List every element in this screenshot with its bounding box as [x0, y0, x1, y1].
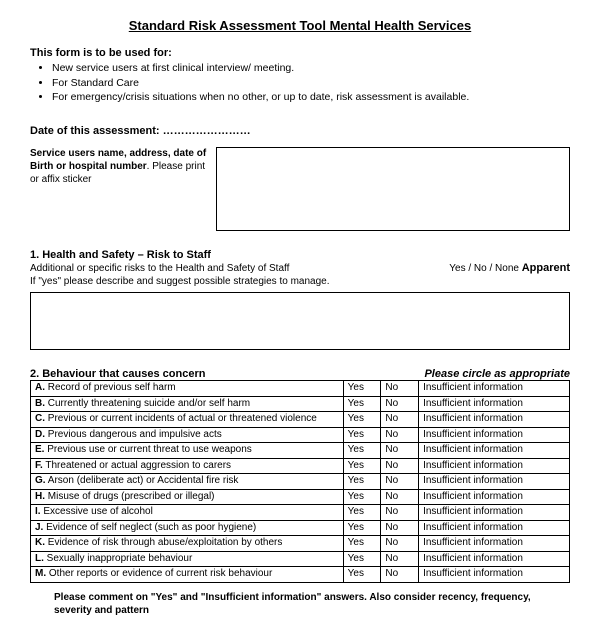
table-row: K. Evidence of risk through abuse/exploi…: [31, 536, 570, 552]
usage-item: For Standard Care: [52, 76, 570, 91]
option-yes[interactable]: Yes: [343, 474, 381, 490]
behaviour-description: J. Evidence of self neglect (such as poo…: [31, 520, 344, 536]
option-insufficient[interactable]: Insufficient information: [419, 443, 570, 459]
table-row: J. Evidence of self neglect (such as poo…: [31, 520, 570, 536]
behaviour-description: C. Previous or current incidents of actu…: [31, 412, 344, 428]
option-insufficient[interactable]: Insufficient information: [419, 489, 570, 505]
behaviour-description: G. Arson (deliberate act) or Accidental …: [31, 474, 344, 490]
option-insufficient[interactable]: Insufficient information: [419, 396, 570, 412]
service-user-label: Service users name, address, date of Bir…: [30, 147, 210, 231]
behaviour-description: F. Threatened or actual aggression to ca…: [31, 458, 344, 474]
table-row: G. Arson (deliberate act) or Accidental …: [31, 474, 570, 490]
option-no[interactable]: No: [381, 474, 419, 490]
option-no[interactable]: No: [381, 458, 419, 474]
option-no[interactable]: No: [381, 520, 419, 536]
page-title: Standard Risk Assessment Tool Mental Hea…: [30, 18, 570, 33]
option-yes[interactable]: Yes: [343, 551, 381, 567]
option-yes[interactable]: Yes: [343, 381, 381, 397]
section1-row: Additional or specific risks to the Heal…: [30, 262, 570, 288]
option-insufficient[interactable]: Insufficient information: [419, 474, 570, 490]
option-yes[interactable]: Yes: [343, 520, 381, 536]
option-no[interactable]: No: [381, 567, 419, 583]
option-yes[interactable]: Yes: [343, 396, 381, 412]
table-row: E. Previous use or current threat to use…: [31, 443, 570, 459]
option-no[interactable]: No: [381, 396, 419, 412]
option-no[interactable]: No: [381, 536, 419, 552]
behaviour-table: A. Record of previous self harmYesNoInsu…: [30, 380, 570, 583]
option-yes[interactable]: Yes: [343, 489, 381, 505]
section1-description: Additional or specific risks to the Heal…: [30, 262, 330, 288]
section1-options: Yes / No / None Apparent: [449, 262, 570, 274]
option-yes[interactable]: Yes: [343, 505, 381, 521]
service-user-row: Service users name, address, date of Bir…: [30, 147, 570, 231]
section1-line1: Additional or specific risks to the Heal…: [30, 263, 289, 274]
section2-heading: 2. Behaviour that causes concern: [30, 368, 205, 380]
table-row: L. Sexually inappropriate behaviourYesNo…: [31, 551, 570, 567]
service-user-sticker-box[interactable]: [216, 147, 570, 231]
table-row: C. Previous or current incidents of actu…: [31, 412, 570, 428]
section2-instruction: Please circle as appropriate: [424, 368, 570, 380]
option-no[interactable]: No: [381, 443, 419, 459]
table-row: M. Other reports or evidence of current …: [31, 567, 570, 583]
section1-options-apparent: Apparent: [522, 262, 570, 274]
section1-response-box[interactable]: [30, 292, 570, 350]
section1-line2: If "yes" please describe and suggest pos…: [30, 276, 330, 287]
option-no[interactable]: No: [381, 412, 419, 428]
option-insufficient[interactable]: Insufficient information: [419, 381, 570, 397]
option-no[interactable]: No: [381, 505, 419, 521]
option-no[interactable]: No: [381, 381, 419, 397]
option-yes[interactable]: Yes: [343, 443, 381, 459]
option-yes[interactable]: Yes: [343, 412, 381, 428]
behaviour-description: L. Sexually inappropriate behaviour: [31, 551, 344, 567]
option-insufficient[interactable]: Insufficient information: [419, 427, 570, 443]
option-insufficient[interactable]: Insufficient information: [419, 520, 570, 536]
behaviour-description: A. Record of previous self harm: [31, 381, 344, 397]
section1-heading: 1. Health and Safety – Risk to Staff: [30, 249, 570, 261]
assessment-date-label: Date of this assessment: ……………………: [30, 125, 570, 137]
behaviour-description: D. Previous dangerous and impulsive acts: [31, 427, 344, 443]
behaviour-description: E. Previous use or current threat to use…: [31, 443, 344, 459]
usage-item: For emergency/crisis situations when no …: [52, 90, 570, 105]
option-insufficient[interactable]: Insufficient information: [419, 551, 570, 567]
usage-item: New service users at first clinical inte…: [52, 61, 570, 76]
option-yes[interactable]: Yes: [343, 567, 381, 583]
usage-list: New service users at first clinical inte…: [30, 61, 570, 105]
table-row: D. Previous dangerous and impulsive acts…: [31, 427, 570, 443]
behaviour-description: B. Currently threatening suicide and/or …: [31, 396, 344, 412]
option-insufficient[interactable]: Insufficient information: [419, 458, 570, 474]
option-insufficient[interactable]: Insufficient information: [419, 536, 570, 552]
table-row: F. Threatened or actual aggression to ca…: [31, 458, 570, 474]
behaviour-description: H. Misuse of drugs (prescribed or illega…: [31, 489, 344, 505]
option-yes[interactable]: Yes: [343, 427, 381, 443]
option-yes[interactable]: Yes: [343, 458, 381, 474]
table-row: H. Misuse of drugs (prescribed or illega…: [31, 489, 570, 505]
table-row: B. Currently threatening suicide and/or …: [31, 396, 570, 412]
section2-header: 2. Behaviour that causes concern Please …: [30, 368, 570, 380]
table-row: I. Excessive use of alcoholYesNoInsuffic…: [31, 505, 570, 521]
section1-options-prefix: Yes / No / None: [449, 263, 521, 274]
option-yes[interactable]: Yes: [343, 536, 381, 552]
table-row: A. Record of previous self harmYesNoInsu…: [31, 381, 570, 397]
behaviour-description: K. Evidence of risk through abuse/exploi…: [31, 536, 344, 552]
option-insufficient[interactable]: Insufficient information: [419, 567, 570, 583]
behaviour-footnote: Please comment on "Yes" and "Insufficien…: [30, 591, 570, 617]
behaviour-description: I. Excessive use of alcohol: [31, 505, 344, 521]
usage-heading: This form is to be used for:: [30, 47, 570, 59]
option-insufficient[interactable]: Insufficient information: [419, 505, 570, 521]
option-no[interactable]: No: [381, 489, 419, 505]
option-insufficient[interactable]: Insufficient information: [419, 412, 570, 428]
option-no[interactable]: No: [381, 551, 419, 567]
behaviour-description: M. Other reports or evidence of current …: [31, 567, 344, 583]
option-no[interactable]: No: [381, 427, 419, 443]
